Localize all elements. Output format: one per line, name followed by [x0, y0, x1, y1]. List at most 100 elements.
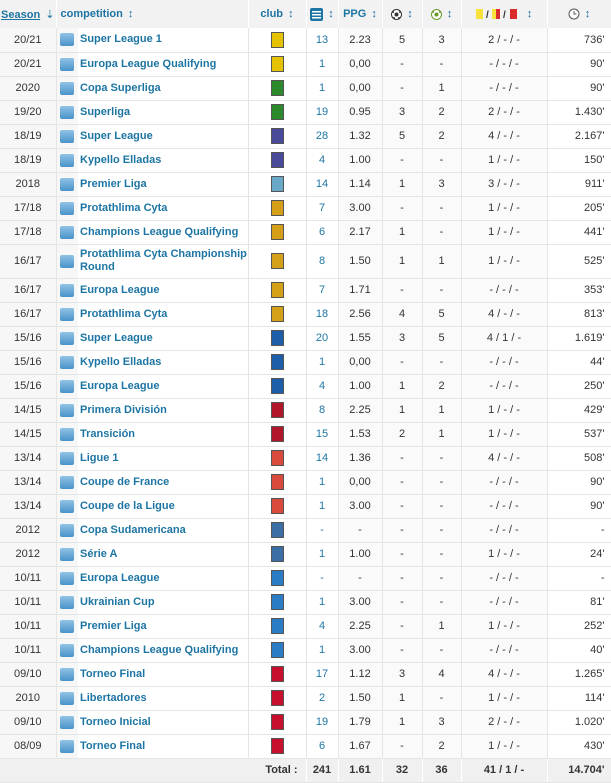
competition-link[interactable]: Superliga — [78, 100, 249, 125]
competition-link[interactable]: Europa League Qualifying — [78, 52, 249, 77]
competition-logo-icon[interactable] — [56, 734, 78, 759]
appearances-cell[interactable]: 14 — [306, 172, 339, 197]
club-crest-icon[interactable] — [248, 172, 307, 197]
competition-link[interactable]: Europa League — [78, 278, 249, 303]
appearances-cell[interactable]: 1 — [306, 350, 339, 375]
club-crest-icon[interactable] — [248, 100, 307, 125]
competition-logo-icon[interactable] — [56, 124, 78, 149]
competition-link[interactable]: Protathlima Cyta Championship Round — [78, 244, 249, 279]
competition-logo-icon[interactable] — [56, 590, 78, 615]
club-crest-icon[interactable] — [248, 566, 307, 591]
competition-link[interactable]: Protathlima Cyta — [78, 196, 249, 221]
club-crest-icon[interactable] — [248, 710, 307, 735]
competition-logo-icon[interactable] — [56, 172, 78, 197]
competition-link[interactable]: Coupe de France — [78, 470, 249, 495]
assists-header[interactable]: ↕ — [422, 0, 462, 28]
competition-link[interactable]: Super League 1 — [78, 28, 249, 53]
appearances-cell[interactable]: 28 — [306, 124, 339, 149]
competition-link[interactable]: Torneo Final — [78, 734, 249, 759]
competition-logo-icon[interactable] — [56, 398, 78, 423]
minutes-header[interactable]: ↕ — [547, 0, 611, 28]
appearances-cell[interactable]: 7 — [306, 278, 339, 303]
appearances-cell[interactable]: 6 — [306, 734, 339, 759]
appearances-cell[interactable]: 1 — [306, 76, 339, 101]
competition-logo-icon[interactable] — [56, 350, 78, 375]
club-crest-icon[interactable] — [248, 196, 307, 221]
sort-icon[interactable]: ↕ — [584, 7, 591, 20]
competition-logo-icon[interactable] — [56, 422, 78, 447]
club-crest-icon[interactable] — [248, 220, 307, 245]
club-crest-icon[interactable] — [248, 326, 307, 351]
sort-icon[interactable]: ↕ — [407, 8, 413, 20]
club-crest-icon[interactable] — [248, 518, 307, 543]
appearances-cell[interactable]: 20 — [306, 326, 339, 351]
club-crest-icon[interactable] — [248, 446, 307, 471]
appearances-cell[interactable]: 8 — [306, 244, 339, 279]
appearances-cell[interactable]: 1 — [306, 494, 339, 519]
competition-logo-icon[interactable] — [56, 662, 78, 687]
competition-logo-icon[interactable] — [56, 566, 78, 591]
club-crest-icon[interactable] — [248, 124, 307, 149]
appearances-cell[interactable]: 19 — [306, 100, 339, 125]
sort-desc-icon[interactable]: ⇣ — [45, 8, 55, 21]
appearances-cell[interactable]: 13 — [306, 28, 339, 53]
sort-icon[interactable]: ↕ — [371, 8, 377, 20]
competition-link[interactable]: Torneo Inicial — [78, 710, 249, 735]
competition-logo-icon[interactable] — [56, 302, 78, 327]
competition-link[interactable]: Champions League Qualifying — [78, 220, 249, 245]
appearances-cell[interactable]: 17 — [306, 662, 339, 687]
competition-logo-icon[interactable] — [56, 518, 78, 543]
appearances-cell[interactable]: 2 — [306, 686, 339, 711]
competition-logo-icon[interactable] — [56, 52, 78, 77]
competition-link[interactable]: Libertadores — [78, 686, 249, 711]
club-crest-icon[interactable] — [248, 542, 307, 567]
club-crest-icon[interactable] — [248, 374, 307, 399]
sort-icon[interactable]: ↕ — [328, 7, 334, 20]
ppg-header[interactable]: PPG ↕ — [338, 0, 383, 28]
appearances-cell[interactable]: 1 — [306, 542, 339, 567]
competition-link[interactable]: Torneo Final — [78, 662, 249, 687]
competition-logo-icon[interactable] — [56, 638, 78, 663]
goals-header[interactable]: ↕ — [382, 0, 423, 28]
competition-logo-icon[interactable] — [56, 76, 78, 101]
competition-link[interactable]: Champions League Qualifying — [78, 638, 249, 663]
competition-logo-icon[interactable] — [56, 614, 78, 639]
season-header[interactable]: Season ⇣ — [0, 0, 57, 28]
appearances-cell[interactable]: 19 — [306, 710, 339, 735]
appearances-cell[interactable]: 4 — [306, 614, 339, 639]
sort-icon[interactable]: ↕ — [446, 8, 453, 20]
appearances-cell[interactable]: 8 — [306, 398, 339, 423]
competition-link[interactable]: Europa League — [78, 566, 249, 591]
competition-link[interactable]: Europa League — [78, 374, 249, 399]
club-crest-icon[interactable] — [248, 662, 307, 687]
appearances-cell[interactable]: 6 — [306, 220, 339, 245]
club-crest-icon[interactable] — [248, 638, 307, 663]
club-crest-icon[interactable] — [248, 148, 307, 173]
club-crest-icon[interactable] — [248, 398, 307, 423]
club-crest-icon[interactable] — [248, 494, 307, 519]
sort-icon[interactable]: ↕ — [127, 8, 134, 20]
competition-logo-icon[interactable] — [56, 148, 78, 173]
competition-header[interactable]: competition ↕ — [56, 0, 249, 28]
cards-header[interactable]: / / ↕ — [461, 0, 548, 28]
competition-logo-icon[interactable] — [56, 446, 78, 471]
competition-link[interactable]: Copa Sudamericana — [78, 518, 249, 543]
club-crest-icon[interactable] — [248, 350, 307, 375]
club-crest-icon[interactable] — [248, 244, 307, 279]
appearances-cell[interactable]: 7 — [306, 196, 339, 221]
competition-logo-icon[interactable] — [56, 244, 78, 279]
competition-logo-icon[interactable] — [56, 542, 78, 567]
competition-link[interactable]: Coupe de la Ligue — [78, 494, 249, 519]
competition-link[interactable]: Ligue 1 — [78, 446, 249, 471]
competition-link[interactable]: Ukrainian Cup — [78, 590, 249, 615]
appearances-cell[interactable]: 4 — [306, 374, 339, 399]
competition-logo-icon[interactable] — [56, 196, 78, 221]
competition-link[interactable]: Premier Liga — [78, 172, 249, 197]
club-header[interactable]: club ↕ — [248, 0, 307, 28]
competition-logo-icon[interactable] — [56, 686, 78, 711]
appearances-cell[interactable]: 15 — [306, 422, 339, 447]
club-crest-icon[interactable] — [248, 278, 307, 303]
competition-logo-icon[interactable] — [56, 326, 78, 351]
competition-logo-icon[interactable] — [56, 28, 78, 53]
competition-logo-icon[interactable] — [56, 220, 78, 245]
